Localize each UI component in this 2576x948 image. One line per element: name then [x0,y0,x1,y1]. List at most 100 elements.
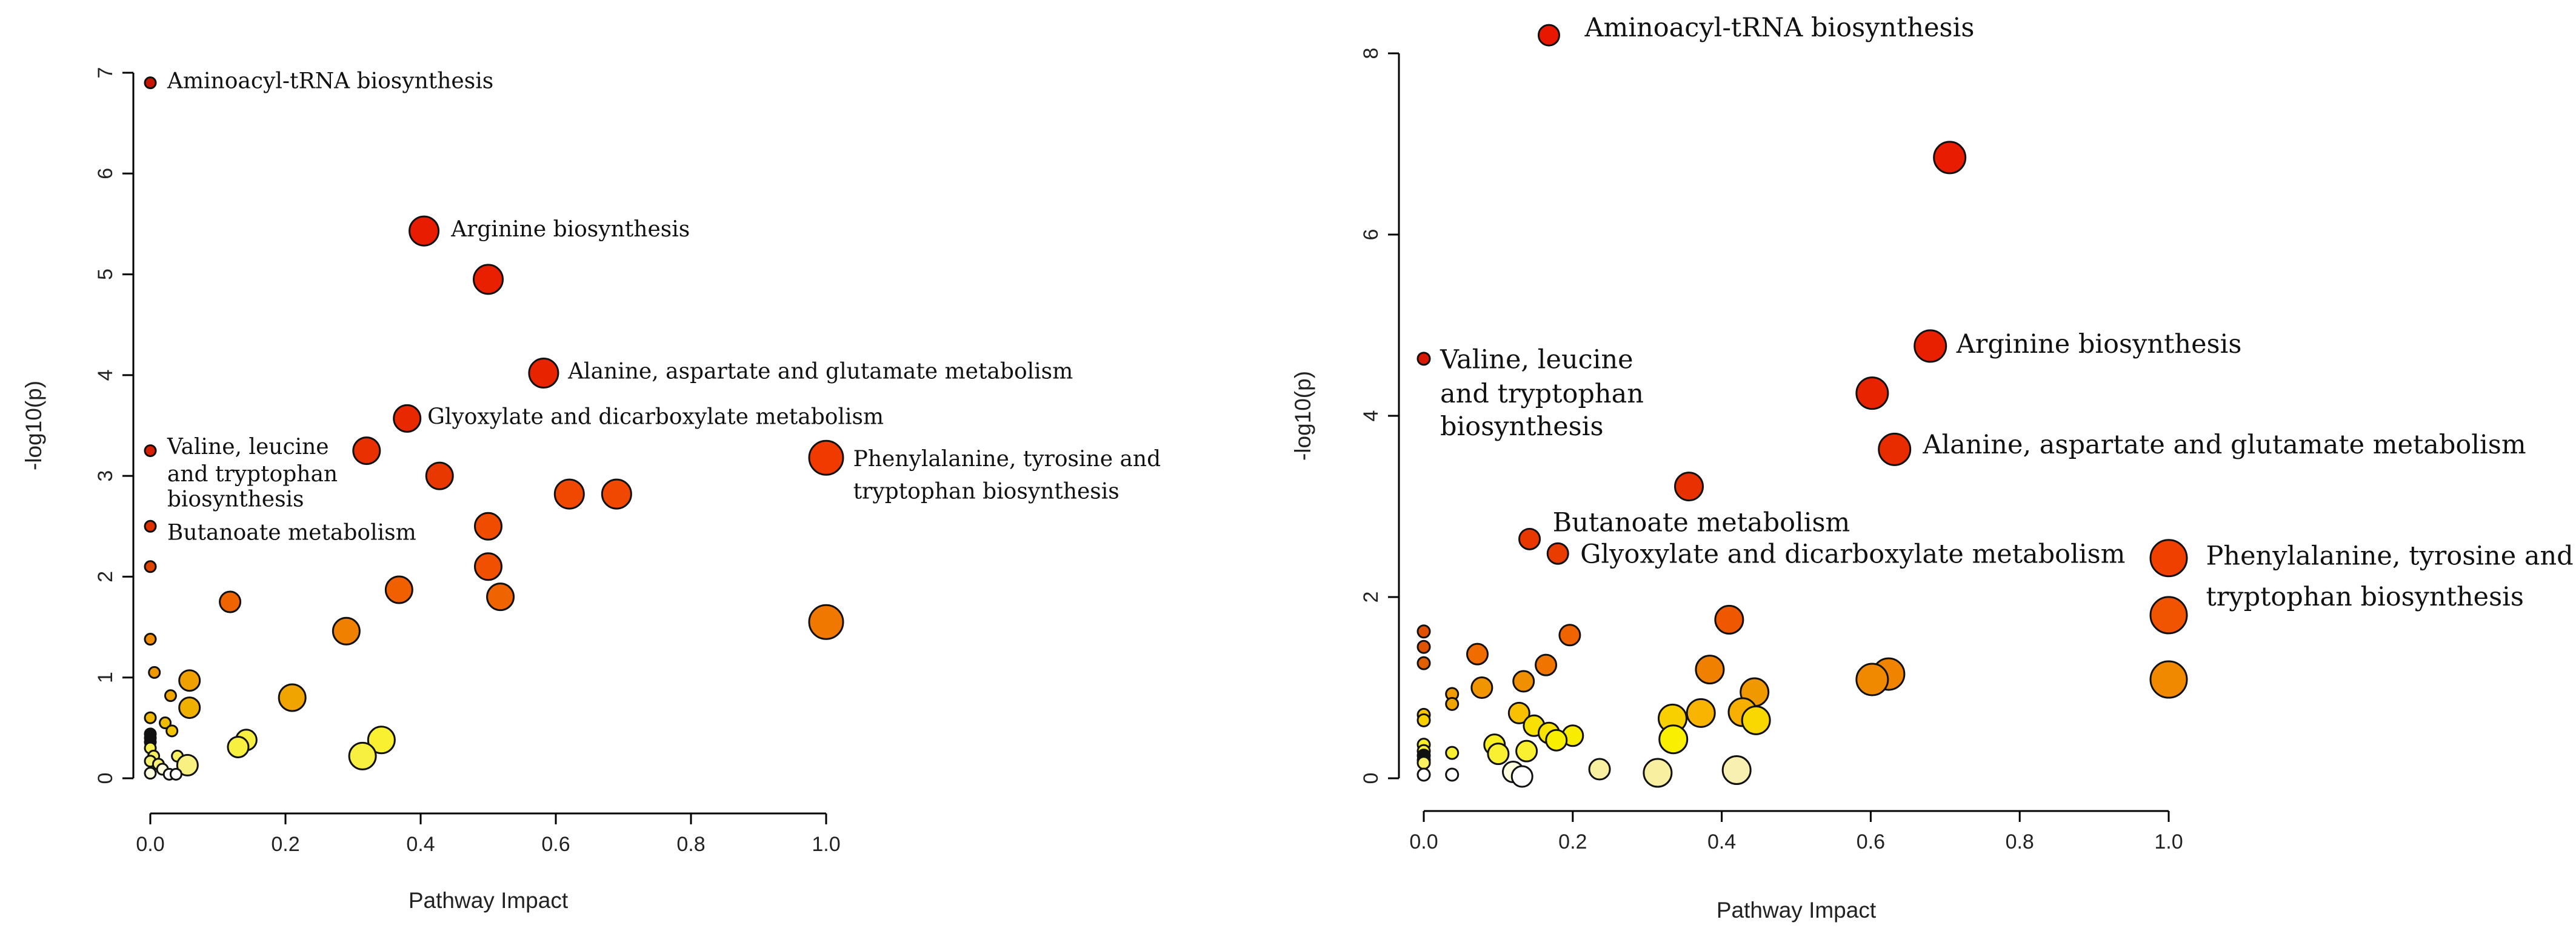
data-point [1714,604,1744,635]
y-tick-label: 0 [94,773,117,784]
data-point [332,616,361,646]
point-annotation: Arginine biosynthesis [1956,329,2242,359]
data-point [164,689,177,703]
data-point [1855,376,1889,410]
data-point [1643,758,1673,788]
data-point [1515,739,1538,763]
data-point [1510,765,1533,788]
y-tick-label: 2 [1360,592,1383,603]
data-point [227,735,250,758]
point-annotation: Valine, leucine [1440,344,1633,375]
y-tick-label: 5 [94,269,117,280]
data-point [144,519,157,533]
point-annotation: tryptophan biosynthesis [853,479,1119,504]
data-point [409,215,440,247]
data-point [1741,705,1771,735]
x-tick-label: 0.4 [406,833,435,856]
data-point [1470,676,1493,699]
x-tick-label: 0.0 [1409,830,1438,853]
x-tick-label: 0.6 [541,833,570,856]
x-tick-label: 0.2 [271,833,299,856]
y-axis-title: -log10(p) [1290,371,1315,461]
point-annotation: Aminoacyl-tRNA biosynthesis [1584,13,1974,43]
data-point [425,461,454,490]
point-annotation: and tryptophan [1440,379,1644,409]
chart-left: 0 1 2 3 4 5 6 7 0.0 0.2 0.4 0.6 0.8 1.0 Pathway Impact… [21,67,1161,913]
y-tick-label: 8 [1360,48,1383,59]
data-point [2149,660,2188,699]
data-point [1686,698,1716,728]
data-point [144,444,157,458]
data-point [1445,696,1460,711]
y-tick-label: 4 [94,369,117,381]
data-point [1507,701,1530,724]
point-annotation: Glyoxylate and dicarboxylate metabolism [427,404,884,429]
y-tick-label: 1 [94,672,117,683]
data-point [1535,653,1558,676]
data-point [2149,539,2188,578]
data-point [1445,767,1460,782]
data-point [1416,713,1431,727]
data-point [1674,472,1704,502]
y-tick-label: 6 [94,168,117,179]
point-annotation: Glyoxylate and dicarboxylate metabolism [1580,539,2125,570]
data-point [1721,755,1752,786]
data-point [1416,624,1431,639]
data-point [144,633,157,646]
data-point [1518,527,1541,550]
data-point [1545,729,1568,752]
data-point [1416,756,1431,770]
data-point [1558,624,1581,647]
data-point [474,552,502,581]
data-point [144,560,157,573]
data-point [1445,746,1460,760]
point-annotation: Valine, leucine [167,435,329,459]
data-point [2149,596,2188,635]
data-point [159,716,172,730]
data-point [1416,352,1431,366]
x-tick-label: 0.6 [1857,830,1885,853]
data-point [178,669,201,692]
data-point [528,358,559,389]
y-tick-label: 4 [1360,410,1383,422]
data-point [1416,656,1431,670]
data-point [1487,743,1510,766]
point-annotation: tryptophan biosynthesis [2206,582,2524,612]
data-point [486,582,515,612]
data-point [808,439,844,476]
data-point [384,575,413,604]
point-annotation: Butanoate metabolism [167,521,416,546]
data-point [553,478,585,510]
point-annotation: Phenylalanine, tyrosine and [2206,541,2573,572]
data-point [367,726,396,755]
point-annotation: biosynthesis [167,487,304,512]
x-tick-label: 0.8 [676,833,705,856]
x-axis-title: Pathway Impact [409,888,569,913]
y-axis-title: -log10(p) [21,381,46,470]
data-point [808,604,844,640]
data-point [278,683,307,712]
data-point [348,741,377,770]
x-tick-label: 0.8 [2006,830,2034,853]
data-point [1914,329,1947,363]
chart-right: 0 2 4 6 8 0.0 0.2 0.4 0.6 0.8 1.0 Pathway Impact -lo… [1290,13,2574,923]
y-tick-label: 2 [94,571,117,582]
data-point [144,767,157,780]
data-point [178,696,201,719]
data-point [169,767,182,781]
y-tick-label: 7 [94,67,117,79]
data-point [1588,758,1611,781]
data-point [144,76,157,90]
data-point [473,264,504,295]
data-point [1855,663,1889,696]
data-point [148,666,161,679]
y-tick-label: 0 [1360,773,1383,784]
x-tick-label: 0.4 [1707,830,1736,853]
point-annotation: Arginine biosynthesis [450,217,690,242]
data-point [352,436,381,466]
data-point [1512,670,1535,693]
x-tick-label: 1.0 [2154,830,2183,853]
data-point [1695,655,1725,685]
data-point [1416,767,1431,782]
